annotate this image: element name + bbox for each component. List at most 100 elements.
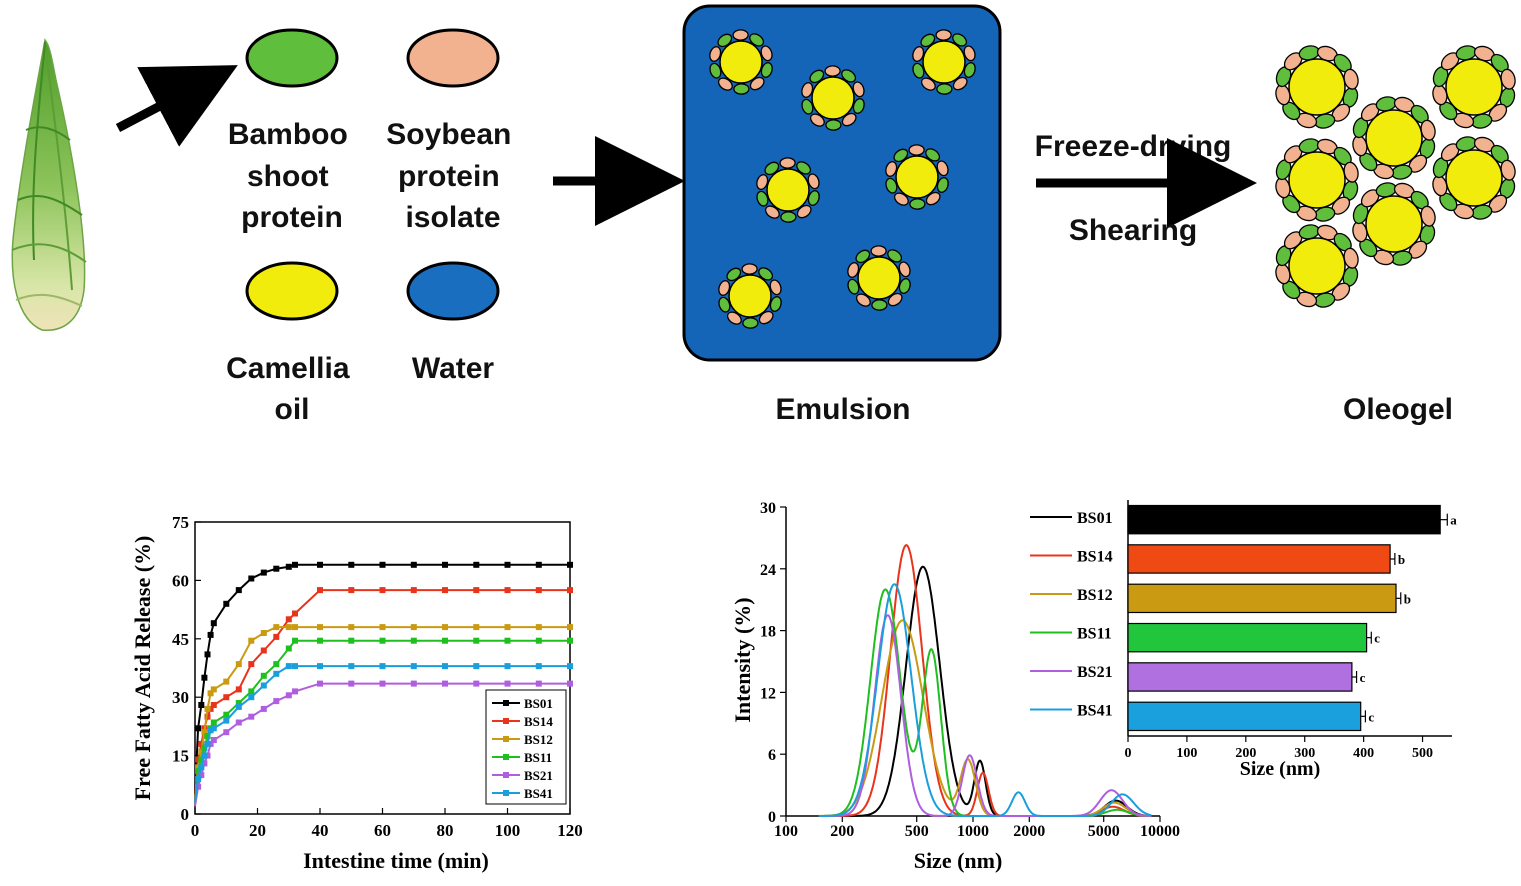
chart1-point-BS14 <box>442 587 448 594</box>
chart1-point-BS14 <box>204 713 211 720</box>
soybean-protein-particle <box>718 280 731 296</box>
bamboo-protein-particle <box>852 98 865 114</box>
chart1-point-BS01 <box>292 561 298 568</box>
oleogel-droplet <box>1352 96 1436 180</box>
chart2-legend-label: BS11 <box>1077 626 1112 643</box>
chart1-point-BS41 <box>207 727 214 734</box>
chart1-legend-label: BS21 <box>524 768 553 783</box>
chart1-point-BS14 <box>235 686 242 693</box>
oil-core <box>719 40 763 84</box>
chart1-point-BS21 <box>567 680 573 687</box>
soybean-protein-particle <box>855 293 871 307</box>
chart1-point-BS14 <box>198 740 205 747</box>
emulsion-droplet <box>709 29 773 95</box>
chart1-point-BS14 <box>473 587 480 594</box>
bamboo-protein-particle <box>796 161 812 175</box>
bamboo-protein-particle <box>760 62 773 78</box>
chart1-point-BS11 <box>504 637 511 644</box>
chart1-legend-marker <box>503 736 509 742</box>
bamboo-protein-particle <box>885 177 898 194</box>
bamboo-protein-particle <box>920 33 936 48</box>
chart1-point-BS11 <box>442 637 448 644</box>
chart1-point-BS41 <box>504 663 511 670</box>
bamboo-protein-particle <box>855 249 871 264</box>
chart1-point-BS01 <box>442 561 448 568</box>
bamboo-protein-particle <box>809 69 825 84</box>
bamboo-protein-particle <box>749 33 765 47</box>
chart1-point-BS14 <box>410 587 417 594</box>
chart3-significance-letter: a <box>1450 513 1457 528</box>
soybean-protein-particle <box>887 292 903 307</box>
oleogel-droplet <box>1352 182 1436 266</box>
chart1-point-BS12 <box>317 624 323 631</box>
emulsion-droplet <box>912 29 976 95</box>
chart2-x-tick-label: 500 <box>905 823 929 840</box>
chart1-point-BS41 <box>204 740 211 747</box>
bamboo-protein-particle <box>893 148 909 163</box>
oil-core <box>1445 149 1503 207</box>
chart1-point-BS41 <box>210 725 217 732</box>
chart1-legend-label: BS11 <box>524 750 552 765</box>
bamboo-protein-particle <box>936 177 949 193</box>
water-label: Water <box>412 352 495 385</box>
chart1-point-BS21 <box>410 680 417 687</box>
chart2-legend-label: BS01 <box>1077 510 1113 527</box>
emulsion-droplet <box>756 157 820 223</box>
chart1-point-BS41 <box>567 663 573 670</box>
bamboo-protein-swatch <box>245 28 339 88</box>
chart1-point-BS21 <box>210 737 217 743</box>
chart1-y-tick-label: 45 <box>172 630 189 649</box>
chart1-point-BS14 <box>273 633 280 640</box>
chart1-x-tick-label: 100 <box>495 821 521 840</box>
chart1-point-BS11 <box>210 719 217 726</box>
chart1-point-BS12 <box>442 624 448 631</box>
soybean-protein-swatch <box>406 28 500 88</box>
oil-core <box>766 168 810 212</box>
chart1-point-BS21 <box>260 705 267 712</box>
chart1-point-BS01 <box>210 620 217 627</box>
chart1-point-BS21 <box>504 680 511 687</box>
chart1-point-BS12 <box>285 624 292 631</box>
soybean-protein-particle <box>717 77 733 91</box>
chart1-point-BS11 <box>348 637 355 644</box>
chart1-point-BS21 <box>348 680 355 687</box>
chart2-x-tick-label: 5000 <box>1088 823 1120 840</box>
emulsion-droplet <box>847 245 911 311</box>
chart3-bar-BS12 <box>1127 583 1397 614</box>
chart1-point-BS21 <box>292 688 298 695</box>
chart2-y-tick-label: 18 <box>760 624 776 641</box>
chart1-point-BS41 <box>235 703 242 710</box>
size-bar-inset: 0 100 200 300 400 500 a b b c c c Size (nm) <box>1125 500 1457 780</box>
soybean-protein-particle <box>935 29 952 41</box>
soybean-protein-particle <box>912 46 925 62</box>
chart1-point-BS41 <box>195 776 202 782</box>
oleogel-droplet <box>1275 224 1359 308</box>
chart3-significance-letter: c <box>1360 670 1366 685</box>
chart1-point-BS12 <box>473 624 480 631</box>
chart1-point-BS14 <box>504 587 511 594</box>
chart1-point-BS14 <box>248 661 255 668</box>
bamboo-protein-particle <box>936 83 953 95</box>
chart2-x-tick-label: 2000 <box>1013 823 1045 840</box>
bamboo-protein-particle <box>764 161 780 176</box>
soybean-protein-particle <box>852 81 865 98</box>
chart1-point-BS12 <box>567 624 573 631</box>
chart1-point-BS14 <box>292 610 298 617</box>
soybean-protein-particle <box>732 29 749 41</box>
chart2-x-tick-label: 1000 <box>957 823 989 840</box>
chart1-point-BS41 <box>410 663 417 670</box>
chart1-point-BS11 <box>198 756 205 763</box>
oleogel-droplet <box>1275 45 1359 129</box>
bamboo-label: Bamboo shoot protein <box>228 118 356 234</box>
oil-core <box>1288 151 1346 209</box>
chart1-point-BS21 <box>442 680 448 687</box>
chart1-point-BS12 <box>248 637 255 644</box>
shearing-label: Shearing <box>1069 214 1197 247</box>
chart1-point-BS11 <box>410 637 417 644</box>
chart3-x-tick-label: 100 <box>1176 746 1197 761</box>
chart1-point-BS21 <box>285 692 292 699</box>
chart1-y-tick-label: 0 <box>181 805 190 824</box>
chart2-y-tick-label: 30 <box>760 500 776 517</box>
chart3-bar-BS41 <box>1127 701 1362 732</box>
soybean-protein-particle <box>963 45 976 62</box>
